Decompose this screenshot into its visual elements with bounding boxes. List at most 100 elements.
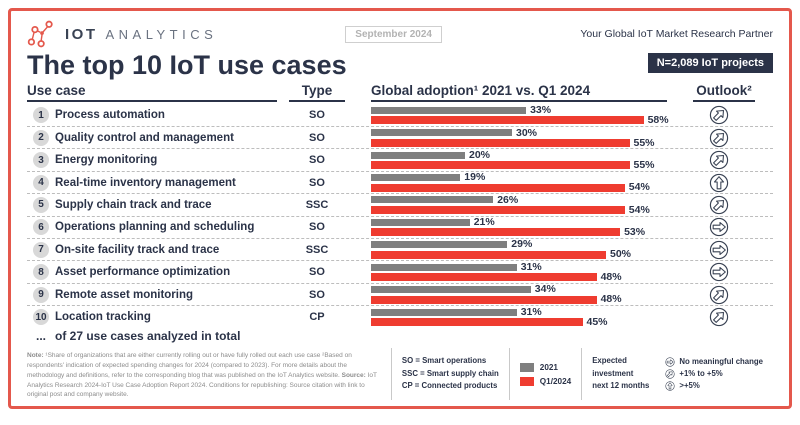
rank-cell: 6 <box>27 219 55 236</box>
use-case-label: Remote asset monitoring <box>55 288 194 301</box>
rank-cell: 1 <box>27 107 55 124</box>
bar-2021 <box>371 174 461 182</box>
legend-abbr-cp: CP = Connected products <box>401 381 498 391</box>
bar-q1-2024-value: 55% <box>633 136 655 149</box>
rank-cell: 3 <box>27 152 55 169</box>
bar-q1-2024-value: 45% <box>586 316 608 329</box>
table-row: 2 Quality control and management SO 30% … <box>27 126 773 150</box>
column-header-type: Type <box>289 83 345 102</box>
legend-abbreviations: SO = Smart operations SSC = Smart supply… <box>390 348 509 400</box>
total-use-cases-note: of 27 use cases analyzed in total <box>55 328 241 343</box>
bar-q1-2024-value: 58% <box>647 114 669 127</box>
rank-cell: 7 <box>27 241 55 258</box>
bar-q1-2024-value: 50% <box>610 248 632 261</box>
page-title: The top 10 IoT use cases <box>27 50 347 80</box>
bar-2021-value: 19% <box>464 171 486 184</box>
legend-series-q1-2024-label: Q1/2024 <box>539 376 572 386</box>
bar-2021-value: 30% <box>516 126 538 139</box>
bar-group: 29% 50% <box>371 239 671 261</box>
bar-q1-2024-value: 53% <box>624 226 646 239</box>
bar-2021-value: 34% <box>534 283 556 296</box>
bar-2021 <box>371 241 508 249</box>
rank-badge: 8 <box>33 264 49 281</box>
swatch-2021 <box>519 362 534 372</box>
legend-expected-investment: Expected investment next 12 months <box>581 348 659 400</box>
type-label: SSC <box>305 198 329 211</box>
bar-2021-value: 31% <box>520 260 542 273</box>
legend-series: 2021 Q1/2024 <box>508 348 581 400</box>
use-case-label: Asset performance optimization <box>55 266 231 279</box>
bar-group: 21% 53% <box>371 217 671 239</box>
ellipsis-marker: ... <box>35 328 46 343</box>
bar-q1-2024 <box>371 250 606 259</box>
rank-cell: 4 <box>27 174 55 191</box>
bar-2021 <box>371 263 517 271</box>
type-label: SO <box>309 176 325 189</box>
bar-q1-2024-value: 54% <box>628 203 650 216</box>
logo-text-analytics: ANALYTICS <box>105 26 218 42</box>
outlook-arrow-icon <box>671 307 767 327</box>
rank-badge: 2 <box>33 129 49 146</box>
bar-q1-2024 <box>371 116 644 125</box>
column-headers: Use case Type Global adoption¹ 2021 vs. … <box>27 83 773 102</box>
logo-text-iot: IOT <box>65 25 98 43</box>
bar-q1-2024 <box>371 295 597 304</box>
footnote-source-body: IoT Analytics Research 2024-IoT Use Case… <box>27 371 377 399</box>
bar-2021 <box>371 286 531 293</box>
expected-line-2: investment <box>592 368 634 378</box>
tagline: Your Global IoT Market Research Partner <box>580 28 773 40</box>
footer: Note: ¹Share of organizations that are e… <box>27 348 773 400</box>
outlook-arrow-icon <box>671 150 767 170</box>
type-label: SO <box>309 221 325 234</box>
bar-group: 31% 48% <box>371 260 671 283</box>
type-label: SO <box>309 154 325 167</box>
column-header-adoption: Global adoption¹ 2021 vs. Q1 2024 <box>371 83 667 102</box>
swatch-q1-2024 <box>519 376 534 386</box>
rank-badge: 3 <box>33 152 49 169</box>
outlook-arrow-icon <box>671 128 767 148</box>
outlook-arrow-icon <box>671 195 767 215</box>
type-label: SSC <box>305 243 329 256</box>
table-row: 4 Real-time inventory management SO 19% … <box>27 171 773 195</box>
rank-cell: 5 <box>27 196 55 213</box>
use-case-label: Real-time inventory management <box>55 176 236 189</box>
footnote: Note: ¹Share of organizations that are e… <box>27 348 391 400</box>
legend-outlook-no-change: No meaningful change <box>665 356 763 368</box>
bar-group: 34% 48% <box>371 283 671 304</box>
table-row: 6 Operations planning and scheduling SO … <box>27 217 773 240</box>
use-case-label: Operations planning and scheduling <box>55 221 255 234</box>
bar-2021 <box>371 129 512 137</box>
diagonal-arrow-icon <box>665 369 675 379</box>
use-case-label: Energy monitoring <box>55 154 158 167</box>
use-case-label: Location tracking <box>55 311 151 324</box>
type-label: SO <box>309 266 325 279</box>
date-badge: September 2024 <box>345 25 442 43</box>
header: IOT ANALYTICS September 2024 Your Global… <box>27 19 773 49</box>
legend-outlook-gt5: >+5% <box>665 380 763 392</box>
table-row-ellipsis: ... of 27 use cases analyzed in total <box>27 329 773 344</box>
table-row: 9 Remote asset monitoring SO 34% 48% <box>27 283 773 307</box>
type-label: SO <box>309 131 325 144</box>
bar-q1-2024-value: 54% <box>628 181 650 194</box>
use-case-label: Quality control and management <box>55 131 234 144</box>
bar-q1-2024 <box>371 205 625 214</box>
bar-q1-2024-value: 48% <box>600 270 622 283</box>
rank-badge: 6 <box>33 219 49 236</box>
molecule-logo-icon <box>27 20 53 48</box>
expected-line-1: Expected <box>592 356 627 366</box>
bar-2021 <box>371 308 517 316</box>
bar-2021 <box>371 151 465 159</box>
legend-series-q1-2024: Q1/2024 <box>519 376 572 386</box>
outlook-arrow-icon <box>671 262 767 282</box>
bar-group: 31% 45% <box>371 306 671 329</box>
expected-line-3: next 12 months <box>592 381 650 391</box>
rank-cell: 2 <box>27 129 55 146</box>
use-case-table-body: 1 Process automation SO 33% 58% <box>27 105 773 329</box>
sample-size-badge: N=2,089 IoT projects <box>647 53 773 73</box>
table-row: 3 Energy monitoring SO 20% 55% <box>27 149 773 172</box>
bar-2021 <box>371 196 494 204</box>
bar-2021-value: 31% <box>520 306 542 319</box>
legend-outlook-no-change-label: No meaningful change <box>679 357 763 366</box>
rank-cell: 10 <box>27 309 55 326</box>
table-row: 5 Supply chain track and trace SSC 26% 5… <box>27 194 773 217</box>
